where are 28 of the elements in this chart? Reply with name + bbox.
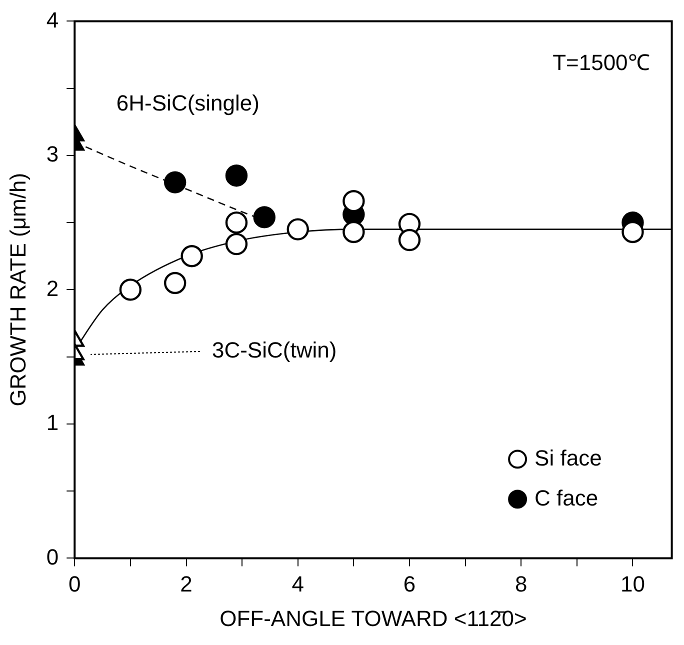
- point: [180, 245, 203, 268]
- legend-label: Si face: [534, 445, 602, 470]
- point: [164, 272, 186, 294]
- x-tick-label: 4: [292, 571, 304, 596]
- x-tick-label: 6: [403, 571, 416, 596]
- x-tick-label: 8: [514, 571, 528, 596]
- annotation: 6H-SiC(single): [116, 90, 260, 116]
- y-tick-label: 4: [46, 7, 59, 32]
- x-tick-label: 0: [68, 571, 81, 596]
- legend-label: C face: [534, 485, 598, 510]
- x-axis-title: OFF-ANGLE TOWARD <112̄0>: [220, 606, 527, 631]
- y-tick-label: 0: [46, 544, 59, 570]
- annotation: 3C-SiC(twin): [212, 338, 337, 363]
- point: [253, 206, 276, 228]
- y-tick-label: 2: [46, 276, 59, 301]
- point: [398, 228, 421, 252]
- y-tick-label: 3: [46, 142, 59, 167]
- point: [164, 171, 186, 194]
- point: [225, 164, 248, 187]
- point: [119, 278, 142, 301]
- y-tick-label: 1: [46, 410, 59, 436]
- point: [286, 218, 309, 240]
- x-tick-label: 10: [620, 571, 645, 596]
- x-tick-label: 2: [180, 571, 192, 596]
- point: [225, 211, 248, 234]
- point: [225, 232, 248, 256]
- y-axis-title: GROWTH RATE (μm/h): [5, 172, 30, 406]
- annotation: T=1500℃: [552, 50, 650, 76]
